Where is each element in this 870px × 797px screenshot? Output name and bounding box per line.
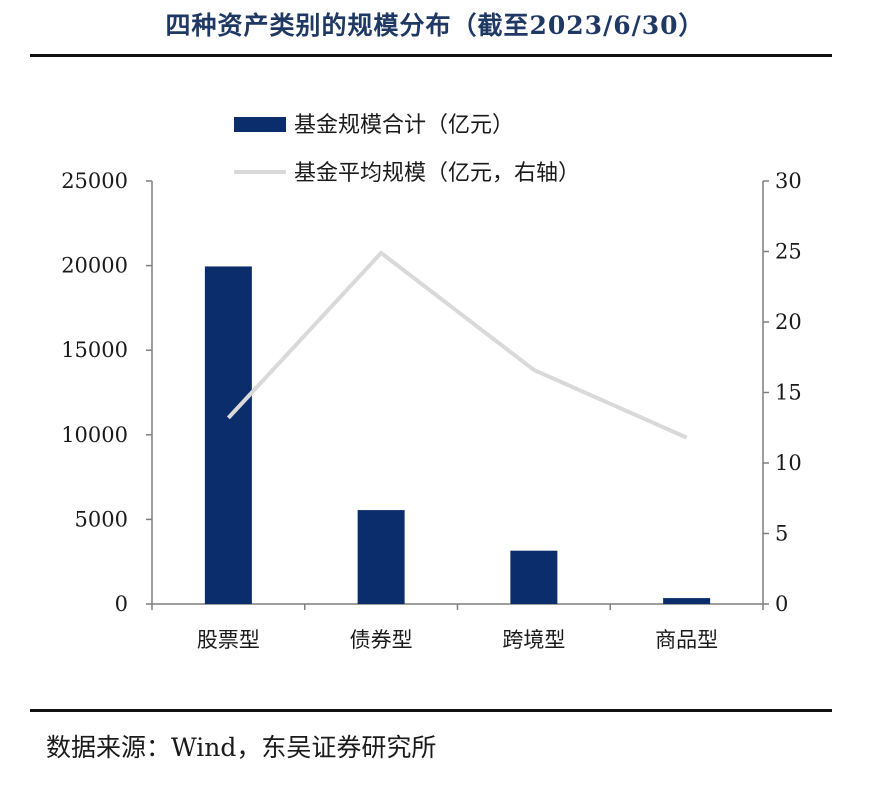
avg-size-line [226,250,688,440]
legend-swatch-bar [234,117,286,132]
bar [357,510,405,604]
right-tick-label: 15 [775,381,802,405]
category-label: 跨境型 [502,628,565,652]
right-tick-label: 30 [775,169,802,193]
left-tick-label: 10000 [61,423,128,447]
chart-title: 四种资产类别的规模分布（截至2023/6/30） [165,11,705,40]
right-tick-label: 25 [775,240,802,264]
category-label: 股票型 [197,628,260,652]
right-tick-label: 5 [775,522,788,546]
bar [204,266,252,604]
source-note: 数据来源：Wind，东吴证券研究所 [46,733,437,762]
top-rule [30,54,832,57]
bar [510,550,558,604]
right-tick-label: 0 [775,592,788,616]
left-tick-label: 20000 [61,254,128,278]
bar [663,598,711,604]
category-label: 债券型 [350,628,413,652]
left-tick-label: 5000 [75,507,128,531]
right-tick-label: 20 [775,310,802,334]
legend-label-bar: 基金规模合计（亿元） [294,113,514,138]
right-tick-label: 10 [775,451,802,475]
left-tick-label: 25000 [61,169,128,193]
left-tick-label: 0 [115,592,128,616]
combo-chart: 0 5000 10000 15000 20000 25000 0 5 10 15 20 25 30 股票型… [61,113,802,652]
category-label: 商品型 [655,628,718,652]
legend-label-line: 基金平均规模（亿元，右轴） [294,161,580,186]
bottom-rule [30,709,832,712]
left-tick-label: 15000 [61,338,128,362]
